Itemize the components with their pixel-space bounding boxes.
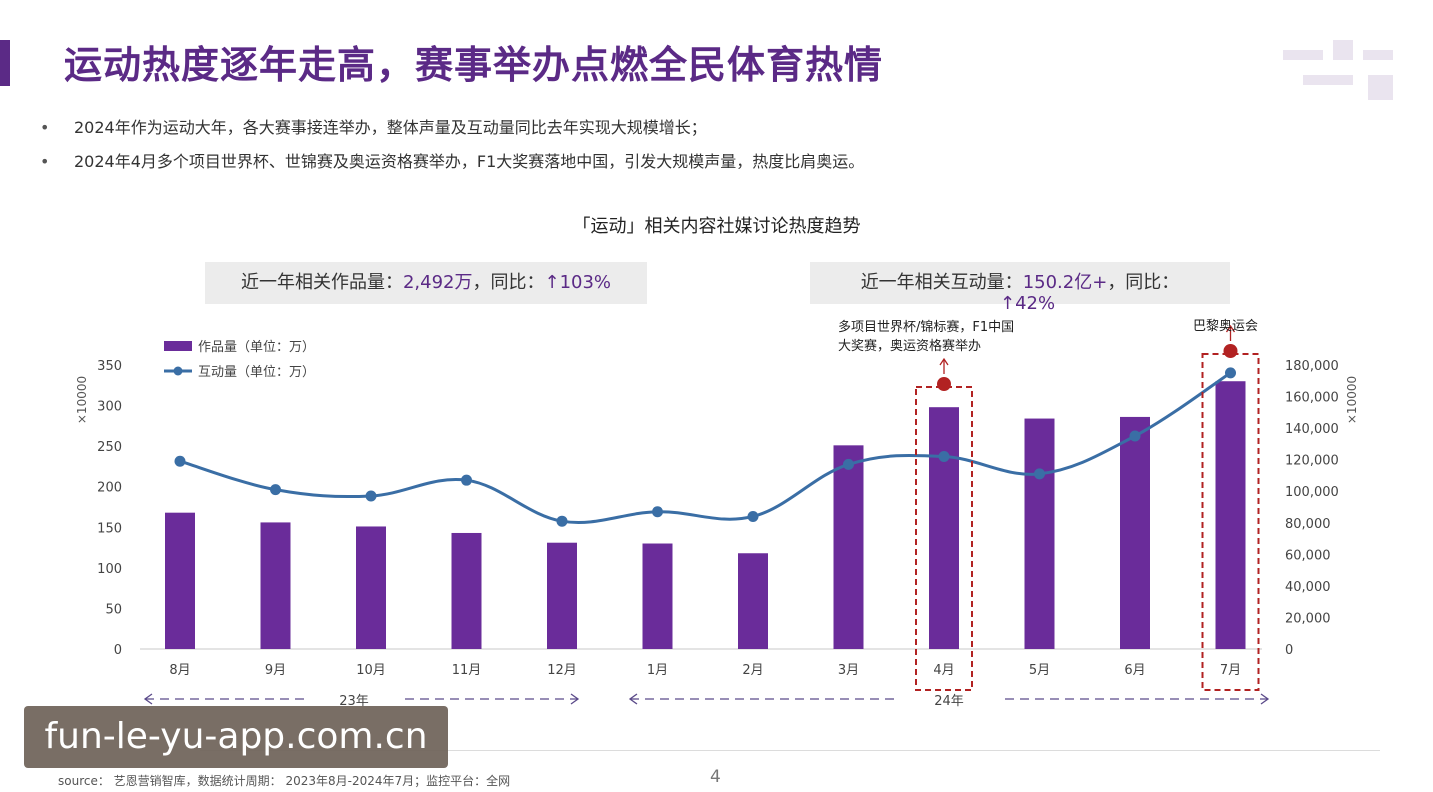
x-tick-label: 4月 (933, 663, 954, 678)
line-point-9月 (270, 484, 281, 496)
right-axis-tick-label: 20,000 (1285, 611, 1331, 626)
left-axis-tick-label: 250 (97, 440, 122, 455)
works-volume-label: 近一年相关作品量： (240, 272, 403, 293)
right-axis-tick-label: 60,000 (1285, 548, 1331, 563)
bar-1月 (642, 543, 673, 649)
line-point-11月 (461, 474, 472, 486)
bar-10月 (356, 526, 386, 649)
works-yoy-value: ↑103% (544, 272, 612, 293)
bar-6月 (1120, 416, 1150, 649)
annotation-text: 大奖赛，奥运资格赛举办 (838, 338, 981, 354)
x-tick-label: 12月 (547, 663, 577, 678)
right-axis-tick-label: 80,000 (1285, 517, 1331, 532)
legend-bar-label: 作品量（单位：万） (198, 340, 315, 355)
bullet-item: 2024年4月多个项目世界杯、世锦赛及奥运资格赛举办，F1大奖赛落地中国，引发大… (40, 152, 864, 172)
legend-line-label: 互动量（单位：万） (198, 365, 315, 380)
right-axis-tick-label: 120,000 (1285, 454, 1339, 469)
x-tick-label: 1月 (647, 663, 668, 678)
line-point-3月 (843, 458, 854, 470)
bar-8月 (165, 512, 195, 649)
bar-9月 (260, 522, 291, 649)
highlight-arrow-head (1225, 324, 1236, 333)
left-axis-tick-label: 100 (97, 562, 122, 577)
bar-7月 (1215, 381, 1246, 649)
right-axis-unit: ×10000 (1345, 376, 1359, 424)
interaction-volume-value: 150.2亿+ (1022, 272, 1108, 293)
x-tick-label: 2月 (742, 663, 763, 678)
highlight-dot-4月 (937, 377, 951, 391)
interaction-yoy-value: ↑42% (1000, 293, 1056, 314)
summary-bullets: 2024年作为运动大年，各大赛事接连举办，整体声量及互动量同比去年实现大规模增长… (40, 118, 864, 186)
highlight-box-7月 (1201, 353, 1260, 691)
bar-5月 (1024, 418, 1055, 649)
right-axis-tick-label: 0 (1285, 643, 1293, 658)
year-24-arrow-left (628, 693, 638, 705)
page-title: 运动热度逐年走高，赛事举办点燃全民体育热情 (64, 43, 884, 87)
title-accent-bar (0, 40, 10, 86)
legend-line-marker (173, 366, 183, 376)
x-tick-label: 3月 (838, 663, 859, 678)
x-tick-label: 9月 (265, 663, 286, 678)
left-axis-tick-label: 50 (105, 602, 122, 617)
annotation-text: 多项目世界杯/锦标赛，F1中国 (838, 319, 1014, 335)
year-label-23: 23年 (339, 694, 369, 709)
x-tick-label: 7月 (1220, 663, 1241, 678)
x-tick-label: 10月 (356, 663, 386, 678)
watermark-banner: fun-le-yu-app.com.cn (24, 706, 448, 768)
works-volume-stat: 近一年相关作品量：2,492万，同比：↑103% (205, 262, 647, 304)
line-point-1月 (652, 506, 663, 518)
bullet-item: 2024年作为运动大年，各大赛事接连举办，整体声量及互动量同比去年实现大规模增长… (40, 118, 864, 138)
right-axis-tick-label: 140,000 (1285, 422, 1339, 437)
line-point-12月 (556, 515, 568, 527)
bar-3月 (833, 445, 864, 649)
year-23-arrow-right (570, 693, 580, 705)
bar-11月 (451, 532, 482, 649)
right-axis-tick-label: 100,000 (1285, 485, 1339, 500)
highlight-arrow-head (939, 357, 949, 366)
line-point-10月 (365, 490, 377, 502)
footer-divider (200, 750, 1380, 751)
interaction-yoy-label: ，同比： (1107, 272, 1180, 293)
bar-12月 (547, 542, 577, 649)
year-23-arrow-left (143, 693, 153, 705)
source-note: source： 艺恩营销智库，数据统计周期： 2023年8月-2024年7月；监… (58, 774, 511, 788)
line-point-2月 (747, 510, 759, 522)
left-axis-tick-label: 150 (97, 521, 122, 536)
right-axis-tick-label: 160,000 (1285, 391, 1339, 406)
x-tick-label: 8月 (169, 663, 190, 678)
left-axis-unit: ×10000 (75, 376, 89, 424)
line-point-6月 (1129, 430, 1141, 442)
left-axis-tick-label: 200 (97, 481, 122, 496)
bar-2月 (738, 553, 768, 649)
highlight-dot-7月 (1223, 344, 1238, 358)
right-axis-tick-label: 40,000 (1285, 580, 1331, 595)
right-axis-tick-label: 180,000 (1285, 359, 1339, 374)
bar-4月 (929, 407, 959, 649)
line-point-7月 (1225, 367, 1236, 379)
x-tick-label: 6月 (1124, 663, 1145, 678)
year-24-arrow-right (1260, 693, 1270, 705)
line-point-4月 (938, 451, 950, 463)
works-yoy-label: ，同比： (472, 272, 545, 293)
interaction-line (179, 371, 1232, 524)
left-axis-tick-label: 0 (114, 643, 122, 658)
x-tick-label: 11月 (452, 663, 482, 678)
annotation-text: 巴黎奥运会 (1193, 319, 1258, 334)
line-point-5月 (1034, 468, 1045, 480)
corner-decoration (1283, 40, 1393, 100)
interaction-volume-stat: 近一年相关互动量：150.2亿+，同比： ↑42% (810, 262, 1230, 314)
line-point-8月 (174, 455, 186, 467)
x-tick-label: 5月 (1029, 663, 1050, 678)
interaction-volume-label: 近一年相关互动量： (860, 272, 1023, 293)
legend-bar-swatch (164, 341, 192, 351)
year-label-24: 24年 (934, 694, 964, 709)
left-axis-tick-label: 300 (97, 400, 122, 415)
chart-title: 「运动」相关内容社媒讨论热度趋势 (572, 216, 861, 237)
left-axis-tick-label: 350 (97, 359, 122, 374)
works-volume-value: 2,492万 (402, 272, 473, 293)
page-number: 4 (710, 767, 721, 787)
